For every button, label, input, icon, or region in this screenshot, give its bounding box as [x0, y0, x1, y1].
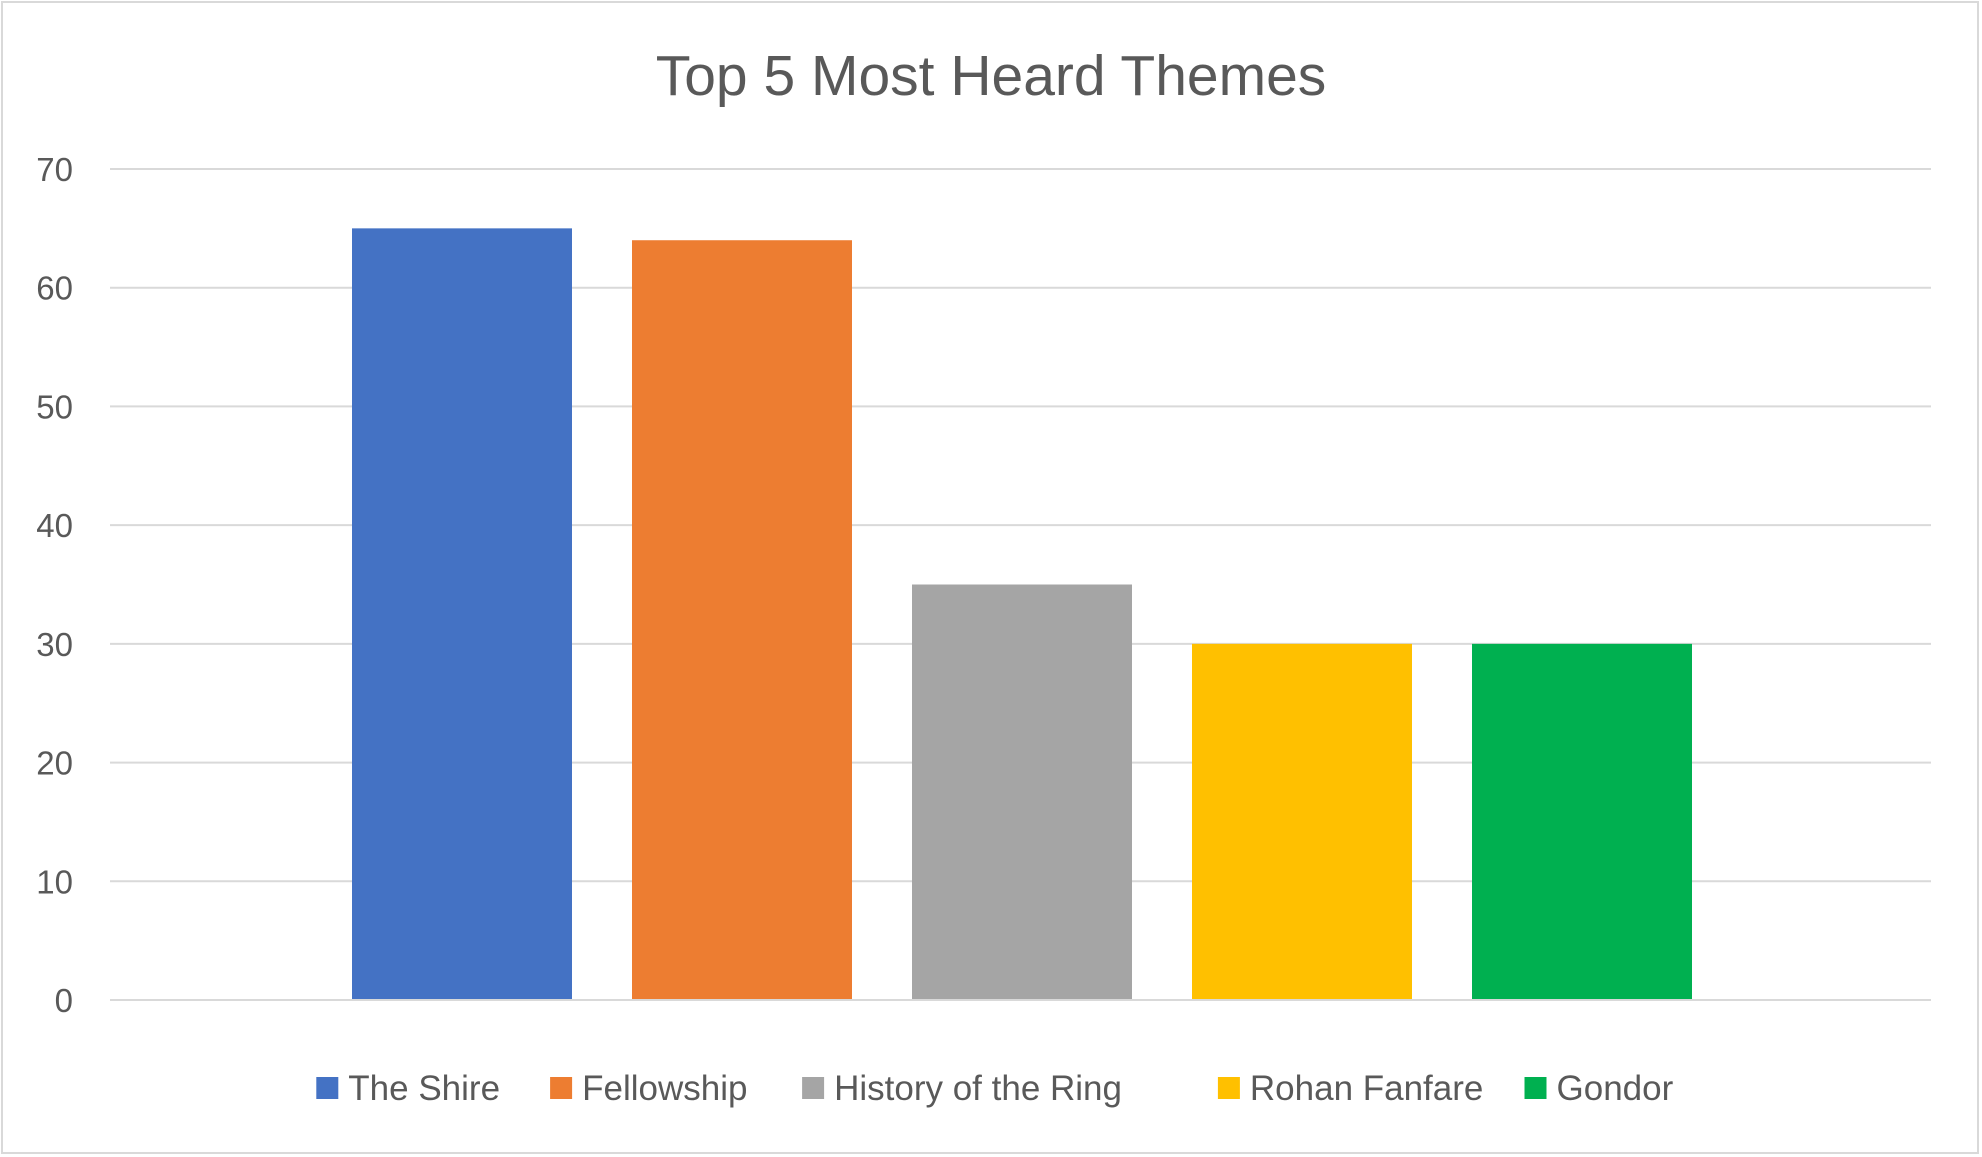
bar-the-shire — [352, 228, 572, 1000]
y-tick-label: 50 — [36, 388, 73, 425]
legend-item: History of the Ring — [802, 1069, 1122, 1108]
legend-swatch — [802, 1077, 825, 1099]
bar-gondor — [1472, 643, 1692, 1000]
bar-fellowship — [632, 240, 852, 1000]
legend-item: Fellowship — [550, 1069, 747, 1108]
legend-swatch — [550, 1077, 573, 1099]
legend-label: History of the Ring — [834, 1069, 1122, 1108]
legend-swatch — [1217, 1077, 1240, 1099]
legend-label: The Shire — [348, 1069, 500, 1108]
y-tick-label: 70 — [36, 151, 73, 188]
y-tick-label: 40 — [36, 507, 73, 544]
legend-item: The Shire — [316, 1069, 500, 1108]
legend-label: Rohan Fanfare — [1250, 1069, 1483, 1108]
y-tick-label: 20 — [36, 745, 73, 782]
y-tick-label: 30 — [36, 626, 73, 663]
bars — [352, 228, 1692, 1000]
chart-title: Top 5 Most Heard Themes — [656, 44, 1327, 108]
y-axis-tick-labels: 0 10 20 30 40 50 60 70 — [36, 151, 73, 1019]
legend-swatch — [316, 1077, 339, 1099]
legend: The Shire Fellowship History of the Ring Ro… — [316, 1069, 1674, 1108]
legend-swatch — [1524, 1077, 1547, 1099]
y-tick-label: 60 — [36, 270, 73, 307]
legend-label: Gondor — [1557, 1069, 1674, 1108]
y-tick-label: 0 — [55, 982, 73, 1019]
bar-history-of-the-ring — [912, 584, 1132, 1000]
y-tick-label: 10 — [36, 863, 73, 900]
legend-item: Rohan Fanfare — [1217, 1069, 1483, 1108]
legend-label: Fellowship — [582, 1069, 747, 1108]
bar-rohan-fanfare — [1192, 643, 1412, 1000]
legend-item: Gondor — [1524, 1069, 1674, 1108]
